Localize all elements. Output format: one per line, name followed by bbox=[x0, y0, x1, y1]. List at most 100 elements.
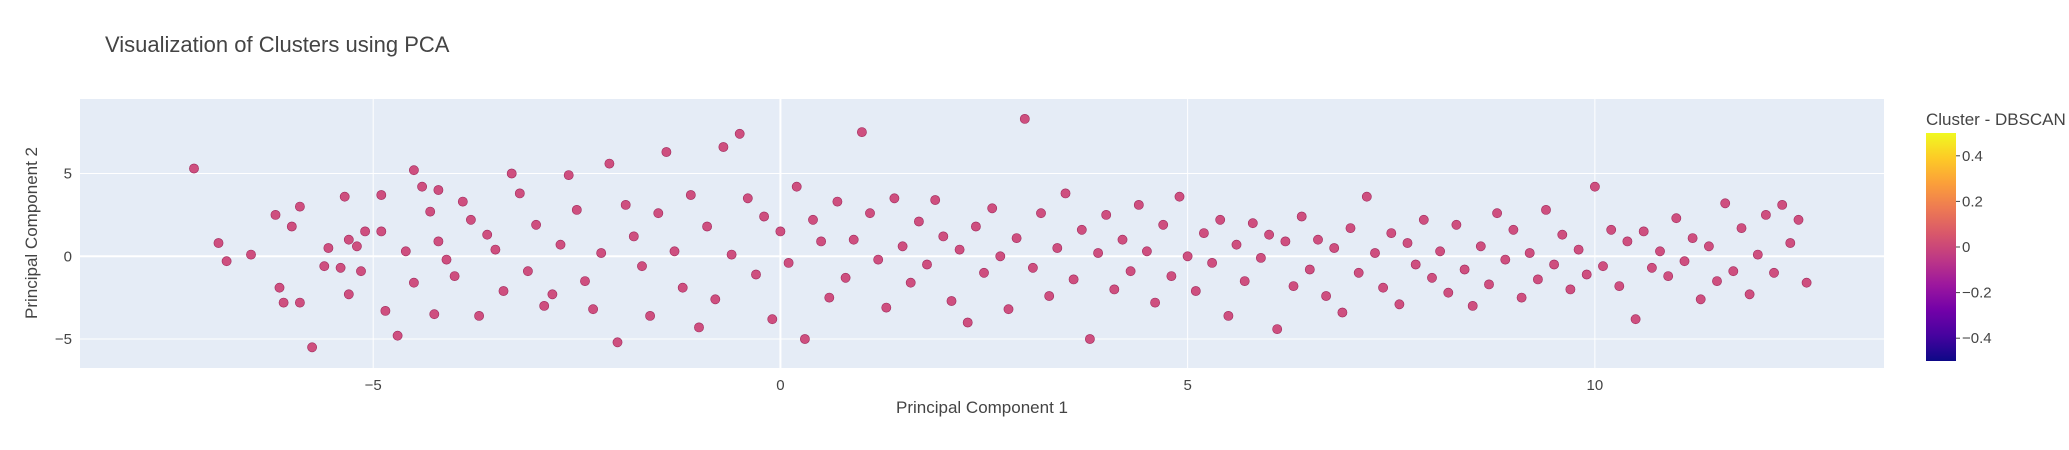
data-point bbox=[360, 226, 370, 237]
data-point bbox=[653, 208, 664, 219]
data-point bbox=[1166, 271, 1177, 281]
x-axis-ticks: −5 0 5 10 bbox=[365, 377, 1604, 394]
data-point bbox=[1614, 281, 1625, 291]
data-point bbox=[531, 219, 541, 230]
data-point bbox=[588, 304, 598, 315]
data-point bbox=[637, 261, 647, 272]
data-point bbox=[1190, 286, 1201, 296]
data-point bbox=[274, 282, 285, 293]
data-point bbox=[1296, 211, 1307, 222]
data-point bbox=[1003, 304, 1014, 315]
data-point bbox=[1435, 246, 1445, 257]
data-point bbox=[392, 330, 403, 341]
data-point bbox=[1647, 262, 1657, 273]
data-point bbox=[1280, 236, 1291, 247]
data-point bbox=[221, 256, 232, 267]
data-point bbox=[1068, 274, 1079, 285]
data-point bbox=[881, 302, 892, 313]
data-point bbox=[1011, 233, 1022, 243]
data-point bbox=[189, 163, 199, 174]
data-point bbox=[620, 199, 631, 210]
data-point bbox=[417, 181, 427, 192]
data-point bbox=[563, 170, 574, 180]
data-point bbox=[1671, 213, 1682, 224]
data-point bbox=[954, 244, 965, 255]
data-point bbox=[596, 248, 607, 258]
data-point bbox=[775, 226, 786, 237]
data-point bbox=[465, 214, 476, 225]
data-point bbox=[1777, 199, 1788, 210]
data-point bbox=[1394, 299, 1405, 310]
data-point bbox=[694, 322, 704, 333]
x-tick-label: 10 bbox=[1587, 377, 1604, 394]
data-point bbox=[343, 234, 354, 245]
data-point bbox=[1761, 209, 1771, 220]
data-point bbox=[1109, 284, 1120, 295]
data-point bbox=[1150, 297, 1160, 308]
data-point bbox=[1085, 334, 1095, 344]
data-point bbox=[767, 314, 778, 325]
data-point bbox=[571, 204, 582, 215]
data-point bbox=[1679, 256, 1690, 267]
data-point bbox=[539, 300, 550, 311]
data-point bbox=[433, 236, 444, 247]
colorbar-tick-label: −0.2 bbox=[1962, 285, 1992, 302]
data-point bbox=[1500, 254, 1511, 265]
data-point bbox=[1598, 261, 1608, 272]
data-point bbox=[791, 181, 802, 192]
data-point bbox=[661, 147, 672, 157]
data-point bbox=[523, 266, 533, 277]
data-point bbox=[1581, 269, 1592, 280]
data-point bbox=[457, 196, 468, 207]
data-point bbox=[726, 249, 737, 260]
data-point bbox=[922, 259, 932, 270]
data-point bbox=[1410, 259, 1421, 270]
data-point bbox=[356, 266, 366, 277]
data-point bbox=[1019, 114, 1030, 124]
data-point bbox=[425, 206, 436, 217]
x-tick-label: 5 bbox=[1183, 377, 1191, 394]
data-point bbox=[429, 309, 440, 320]
y-tick-label: 5 bbox=[64, 165, 72, 182]
data-point bbox=[278, 297, 289, 308]
data-point bbox=[962, 317, 973, 328]
data-point bbox=[1630, 314, 1641, 325]
data-point bbox=[1215, 214, 1226, 225]
data-point bbox=[1353, 267, 1364, 278]
data-point bbox=[1655, 246, 1665, 257]
data-point bbox=[1239, 276, 1250, 286]
x-tick-label: −5 bbox=[365, 377, 382, 394]
data-point bbox=[1378, 282, 1388, 293]
data-point bbox=[1793, 214, 1804, 225]
data-point bbox=[1573, 244, 1584, 255]
data-point bbox=[1736, 223, 1747, 233]
data-point bbox=[840, 272, 851, 283]
data-point bbox=[1402, 238, 1413, 248]
data-point bbox=[474, 310, 484, 321]
data-point bbox=[905, 277, 916, 288]
data-point bbox=[246, 249, 256, 260]
data-point bbox=[1704, 241, 1714, 252]
data-point bbox=[1044, 291, 1055, 301]
data-point bbox=[1638, 226, 1649, 237]
data-point bbox=[1264, 229, 1274, 240]
data-point bbox=[1769, 267, 1779, 278]
data-point bbox=[857, 127, 867, 138]
data-point bbox=[1272, 324, 1283, 334]
grid-lines bbox=[80, 99, 1884, 368]
x-axis-label: Principal Component 1 bbox=[896, 398, 1068, 417]
data-point bbox=[1590, 181, 1600, 192]
data-point bbox=[1475, 241, 1486, 252]
colorbar-ticks: 0.4 0.2 0 −0.2 −0.4 bbox=[1956, 148, 1992, 347]
data-point bbox=[555, 239, 566, 250]
data-point bbox=[1345, 223, 1356, 233]
data-point bbox=[987, 203, 998, 214]
data-point bbox=[783, 257, 794, 268]
data-point bbox=[751, 269, 761, 280]
data-point bbox=[1060, 188, 1071, 199]
data-point bbox=[938, 231, 949, 242]
data-point bbox=[1223, 310, 1234, 321]
data-point bbox=[1418, 214, 1429, 225]
data-point bbox=[1622, 236, 1633, 247]
